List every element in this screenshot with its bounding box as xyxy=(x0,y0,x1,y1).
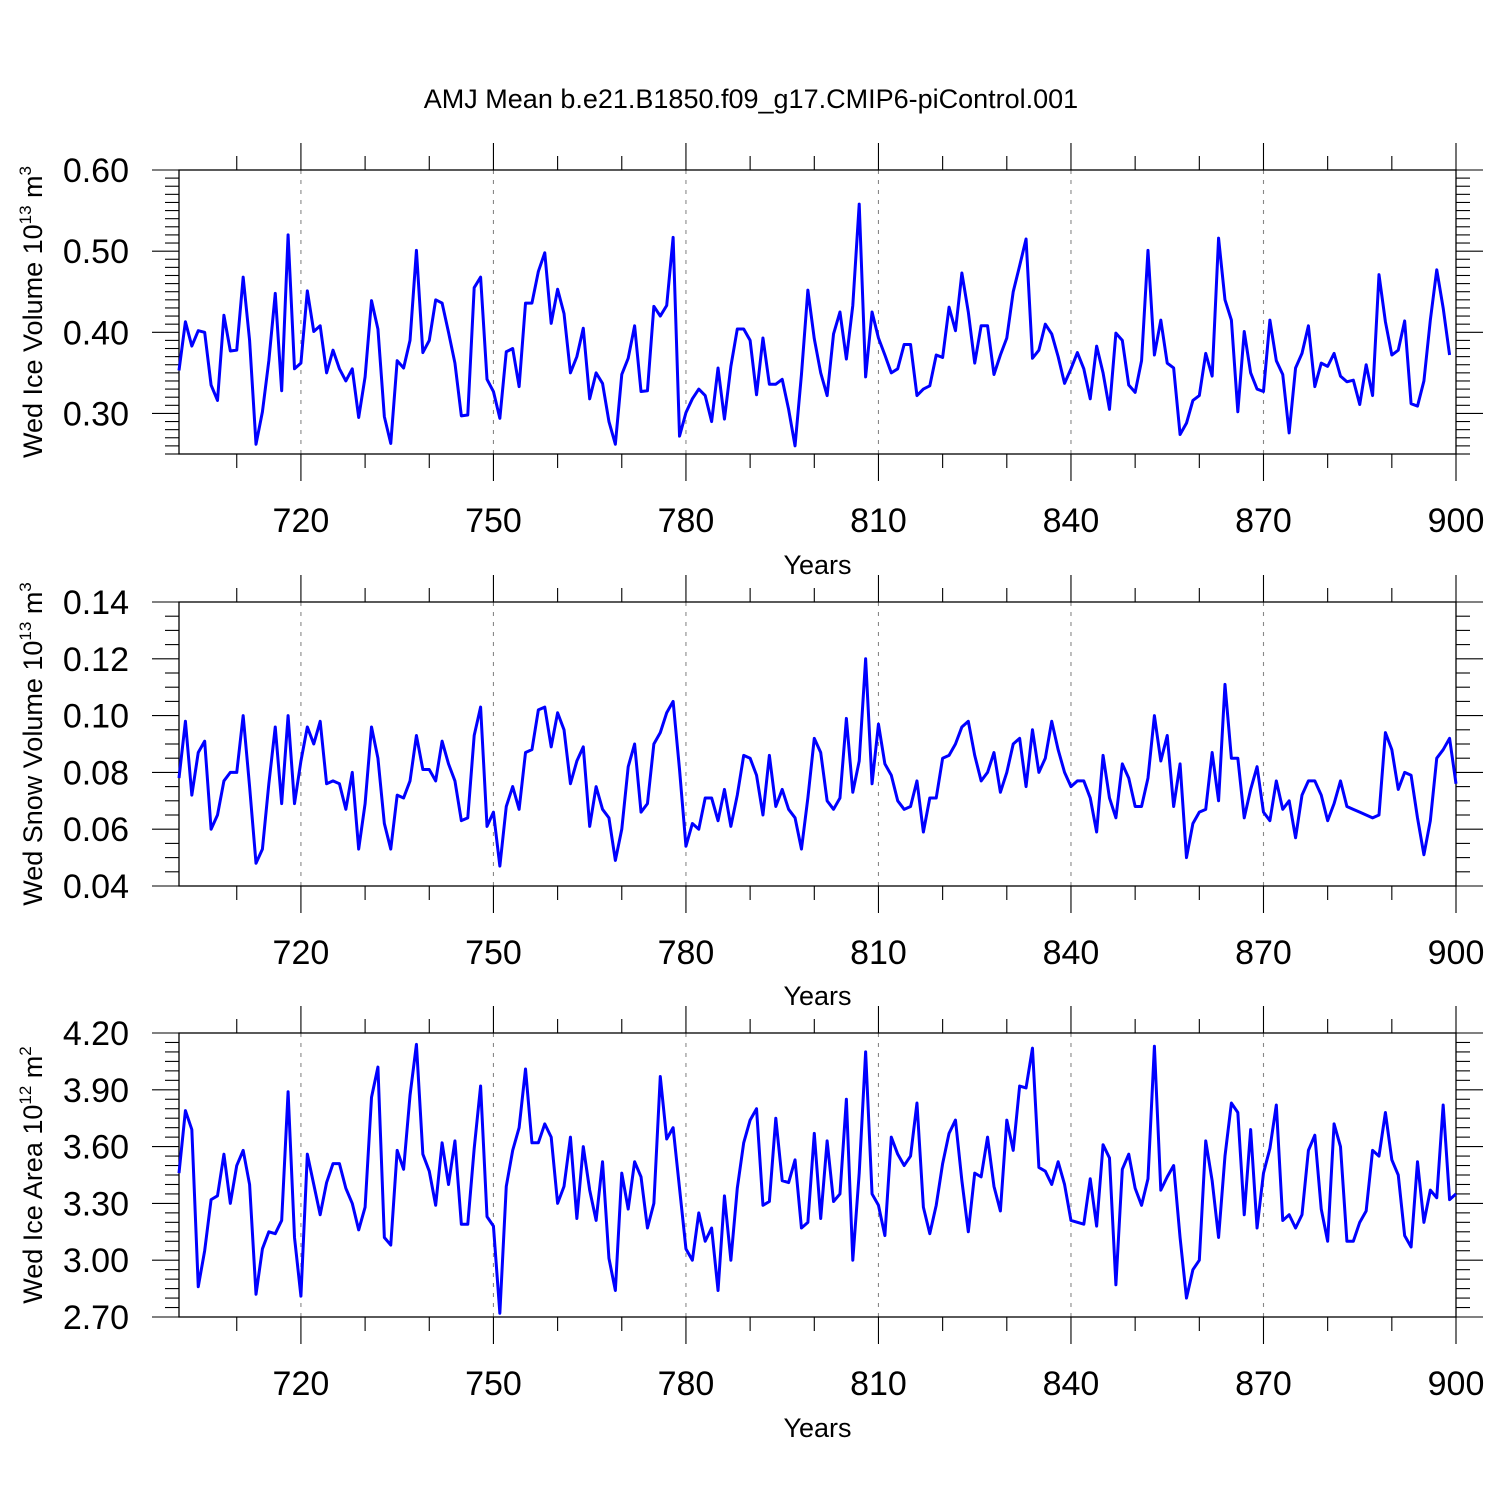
y-axis-title: Wed Snow Volume 1013 m3 xyxy=(16,582,48,906)
x-tick-label: 900 xyxy=(1428,502,1485,540)
x-tick-label: 840 xyxy=(1043,934,1100,972)
x-tick-label: 810 xyxy=(850,934,907,972)
y-tick-label: 0.50 xyxy=(63,233,129,271)
x-tick-label: 750 xyxy=(465,1365,522,1403)
y-axis-title: Wed Ice Area 1012 m2 xyxy=(16,1046,48,1304)
x-tick-label: 870 xyxy=(1235,934,1292,972)
y-tick-label: 0.40 xyxy=(63,314,129,352)
y-tick-label: 3.30 xyxy=(63,1185,129,1223)
ice-volume-panel: 0.30 0.40 0.50 0.60 720 750 780 810 840 870 900 Yea… xyxy=(16,143,1484,580)
y-tick-label: 0.10 xyxy=(63,698,129,736)
x-axis-title: Years xyxy=(783,550,851,580)
y-tick-label: 0.60 xyxy=(63,152,129,190)
plot-frame xyxy=(178,169,1457,455)
y-tick-label: 0.14 xyxy=(63,584,129,622)
snow-volume-series-line xyxy=(177,657,1458,868)
y-tick-label: 0.12 xyxy=(63,641,129,679)
x-tick-label: 720 xyxy=(273,934,330,972)
x-tick-label: 900 xyxy=(1428,934,1485,972)
x-tick-label: 840 xyxy=(1043,502,1100,540)
x-axis-title: Years xyxy=(783,981,851,1011)
y-tick-label: 0.30 xyxy=(63,395,129,433)
chart-title: AMJ Mean b.e21.B1850.f09_g17.CMIP6-piCon… xyxy=(424,84,1078,114)
x-tick-label: 870 xyxy=(1235,1365,1292,1403)
x-tick-label: 720 xyxy=(273,1365,330,1403)
x-tick-label: 720 xyxy=(273,502,330,540)
y-tick-label: 3.00 xyxy=(63,1242,129,1280)
ice-area-series-line xyxy=(177,1042,1457,1315)
x-tick-label: 840 xyxy=(1043,1365,1100,1403)
x-tick-label: 780 xyxy=(658,502,715,540)
ice-area-panel: 2.70 3.00 3.30 3.60 3.90 4.20 720 750 780 810 840 8… xyxy=(16,1006,1484,1443)
x-tick-label: 810 xyxy=(850,502,907,540)
x-tick-label: 750 xyxy=(465,934,522,972)
y-tick-label: 4.20 xyxy=(63,1015,129,1053)
y-tick-label: 2.70 xyxy=(63,1299,129,1337)
y-tick-label: 3.90 xyxy=(63,1072,129,1110)
x-axis-title: Years xyxy=(783,1413,851,1443)
y-tick-label: 0.04 xyxy=(63,868,129,906)
y-axis-title: Wed Ice Volume 1013 m3 xyxy=(16,166,48,458)
x-tick-label: 780 xyxy=(658,934,715,972)
ice-volume-series-line xyxy=(177,202,1452,448)
y-tick-label: 0.08 xyxy=(63,754,129,792)
x-tick-label: 750 xyxy=(465,502,522,540)
y-tick-label: 3.60 xyxy=(63,1129,129,1167)
x-tick-label: 900 xyxy=(1428,1365,1485,1403)
x-tick-label: 780 xyxy=(658,1365,715,1403)
y-tick-label: 0.06 xyxy=(63,811,129,849)
x-tick-label: 870 xyxy=(1235,502,1292,540)
snow-volume-panel: 0.04 0.06 0.08 0.10 0.12 0.14 720 750 780 810 840 8… xyxy=(16,575,1484,1011)
x-tick-label: 810 xyxy=(850,1365,907,1403)
